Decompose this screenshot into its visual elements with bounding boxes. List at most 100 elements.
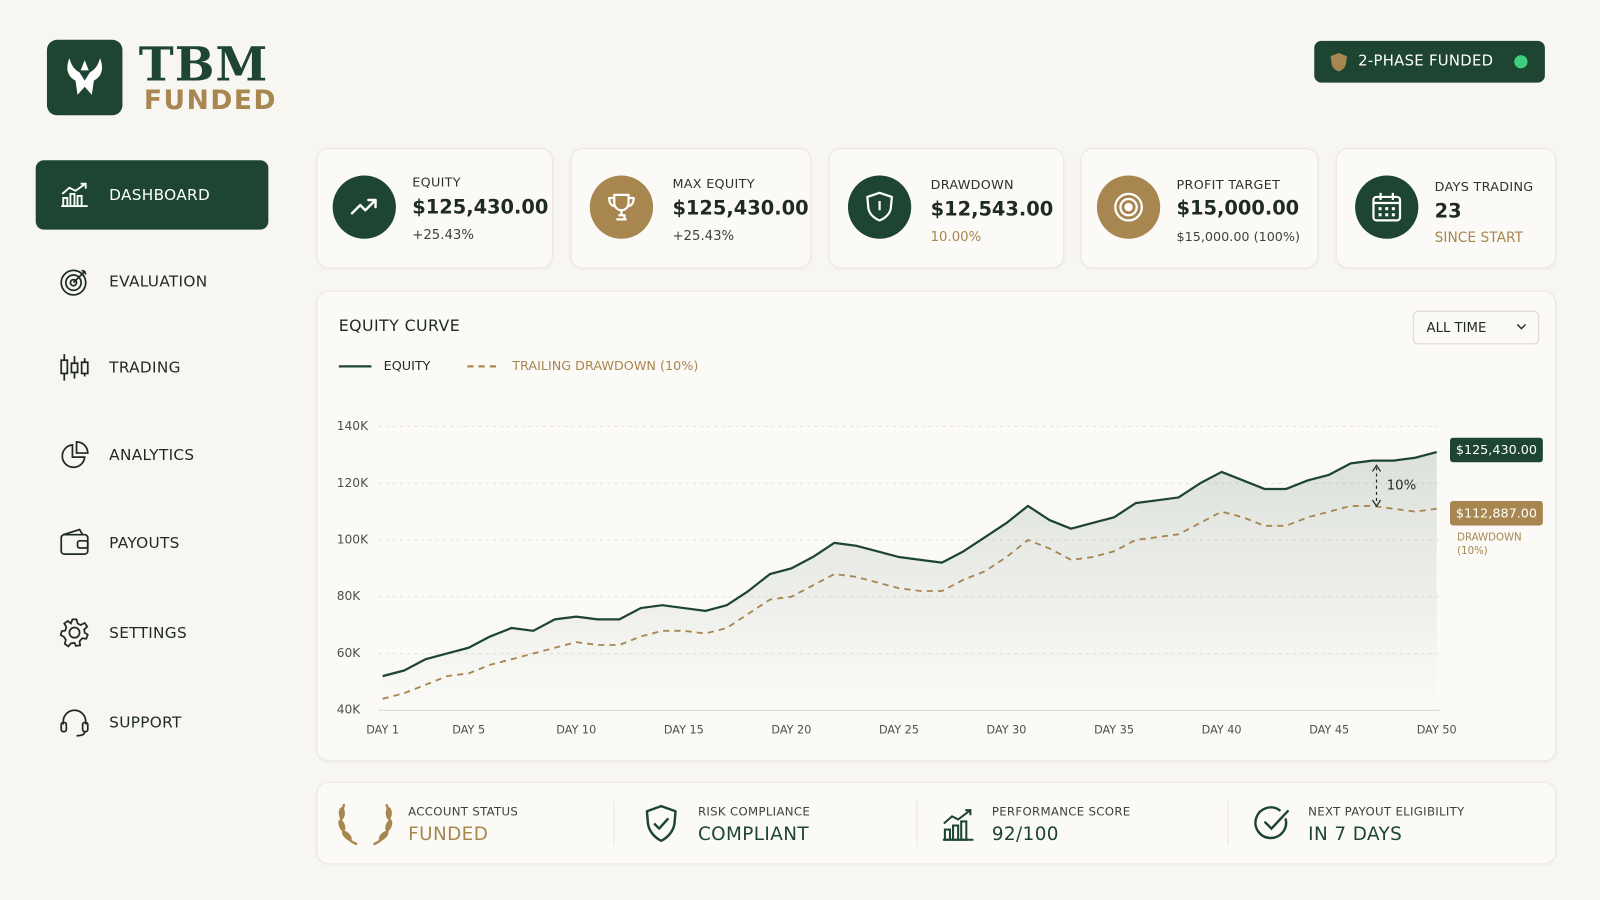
nav-icon — [61, 182, 88, 208]
status-value: COMPLIANT — [697, 823, 810, 845]
stat-card: PROFIT TARGET $15,000.00 $15,000.00 (100… — [1080, 147, 1319, 269]
gap-arrow-head — [1371, 464, 1382, 508]
stat-label: DRAWDOWN — [930, 176, 1014, 192]
stat-value: $125,430.00 — [412, 195, 549, 219]
x-tick-label: DAY 30 — [987, 724, 1027, 737]
x-tick-label: DAY 15 — [664, 724, 704, 737]
stat-note: $15,000.00 (100%) — [1176, 228, 1301, 244]
performance-icon — [942, 809, 974, 841]
stat-icon — [1096, 175, 1161, 239]
status-dot — [1514, 55, 1528, 69]
x-tick-label: DAY 45 — [1309, 724, 1349, 737]
shield-icon — [645, 804, 677, 843]
x-tick-label: DAY 10 — [556, 724, 596, 737]
dropdown-box[interactable] — [1412, 310, 1540, 345]
divider — [613, 801, 615, 846]
nav-label: DASHBOARD — [109, 185, 211, 205]
plan-badge: 2-PHASE FUNDED — [1314, 40, 1545, 83]
dropdown-label[interactable]: ALL TIME — [1427, 321, 1487, 336]
stat-note: SINCE START — [1434, 229, 1523, 246]
nav-icon — [59, 618, 89, 648]
equity-fill — [382, 452, 1437, 711]
equity-tag-label: $125,430.00 — [1456, 443, 1537, 458]
stat-value: $15,000.00 — [1176, 196, 1300, 220]
nav-label: TRADING — [109, 358, 181, 377]
nav-label: SUPPORT — [109, 713, 182, 732]
badge-text: 2-PHASE FUNDED — [1358, 53, 1494, 70]
stat-label: EQUITY — [412, 174, 461, 190]
status-label: RISK COMPLIANCE — [697, 804, 811, 819]
chart-card: EQUITY CURVE ALL TIME EQUITY TRAILING DR… — [316, 290, 1557, 762]
stat-value: 23 — [1434, 199, 1462, 223]
nav-icon — [61, 440, 89, 469]
nav-item[interactable]: SETTINGS — [36, 598, 269, 667]
nav-icon — [60, 709, 89, 737]
nav-icon — [60, 354, 89, 381]
stat-card: MAX EQUITY $125,430.00 +25.43% — [570, 147, 812, 269]
nav-item[interactable]: PAYOUTS — [36, 508, 269, 577]
stat-icon — [847, 175, 912, 239]
series-line — [382, 450, 1438, 678]
status-card: ACCOUNT STATUS FUNDED RISK COMPLIANCE CO… — [316, 781, 1557, 865]
status-label: ACCOUNT STATUS — [408, 804, 519, 819]
stat-note: 10.00% — [930, 229, 982, 245]
stat-icon — [1355, 175, 1419, 239]
y-tick-label: 100K — [337, 532, 369, 546]
stat-card: EQUITY $125,430.00 +25.43% — [316, 147, 554, 269]
divider — [916, 801, 918, 846]
laurel-icon — [338, 803, 393, 846]
x-tick-label: DAY 20 — [771, 724, 811, 737]
stat-label: MAX EQUITY — [672, 175, 755, 191]
x-tick-label: DAY 25 — [879, 724, 919, 737]
status-label: PERFORMANCE SCORE — [991, 804, 1131, 819]
stat-value: $12,543.00 — [930, 197, 1054, 221]
stat-note: +25.43% — [672, 228, 735, 244]
stat-label: DAYS TRADING — [1434, 178, 1534, 194]
chart-title: EQUITY CURVE — [339, 316, 460, 335]
range-dropdown[interactable]: ALL TIME — [1412, 310, 1540, 345]
stat-card: DRAWDOWN $12,543.00 10.00% — [828, 147, 1065, 269]
brand-sub: FUNDED — [143, 85, 278, 117]
status-label: NEXT PAYOUT ELIGIBILITY — [1308, 804, 1465, 819]
nav-item[interactable]: SUPPORT — [36, 688, 269, 757]
nav-item[interactable]: ANALYTICS — [36, 420, 269, 489]
y-tick-label: 60K — [337, 646, 362, 660]
check-icon — [1254, 806, 1289, 840]
x-tick-label: DAY 50 — [1417, 724, 1457, 737]
dropdown-caret — [1516, 323, 1527, 330]
drawdown-note: (10%) — [1457, 546, 1488, 557]
drawdown-tag — [1449, 501, 1543, 526]
stat-note: +25.43% — [412, 227, 474, 243]
divider — [1227, 801, 1229, 846]
x-tick-label: DAY 35 — [1094, 724, 1134, 737]
nav-label: SETTINGS — [109, 623, 187, 642]
legend-label: EQUITY — [384, 359, 431, 374]
legend-label: TRAILING DRAWDOWN (10%) — [511, 359, 698, 374]
nav-item[interactable]: DASHBOARD — [35, 160, 269, 230]
x-tick-label: DAY 1 — [366, 724, 399, 737]
nav-item[interactable]: EVALUATION — [36, 247, 269, 316]
logo-mark — [46, 39, 123, 116]
stat-label: PROFIT TARGET — [1176, 176, 1281, 192]
equity-tag — [1449, 437, 1543, 463]
nav-icon — [60, 528, 89, 555]
status-value: FUNDED — [408, 823, 489, 845]
nav-label: EVALUATION — [109, 272, 208, 291]
stat-value: $125,430.00 — [672, 196, 809, 220]
drawdown-note: DRAWDOWN — [1457, 533, 1522, 544]
stat-icon — [332, 175, 396, 239]
y-tick-label: 140K — [337, 419, 369, 433]
stat-card: DAYS TRADING 23 SINCE START — [1335, 147, 1557, 269]
x-tick-label: DAY 5 — [452, 724, 485, 737]
gap-label: 10% — [1387, 479, 1416, 494]
status-value: IN 7 DAYS — [1308, 823, 1403, 845]
series-line — [382, 504, 1437, 700]
logo-icon — [67, 58, 103, 95]
nav-label: ANALYTICS — [109, 445, 195, 465]
nav-item[interactable]: TRADING — [36, 333, 269, 402]
x-tick-label: DAY 40 — [1202, 724, 1242, 737]
status-value: 92/100 — [991, 823, 1059, 845]
